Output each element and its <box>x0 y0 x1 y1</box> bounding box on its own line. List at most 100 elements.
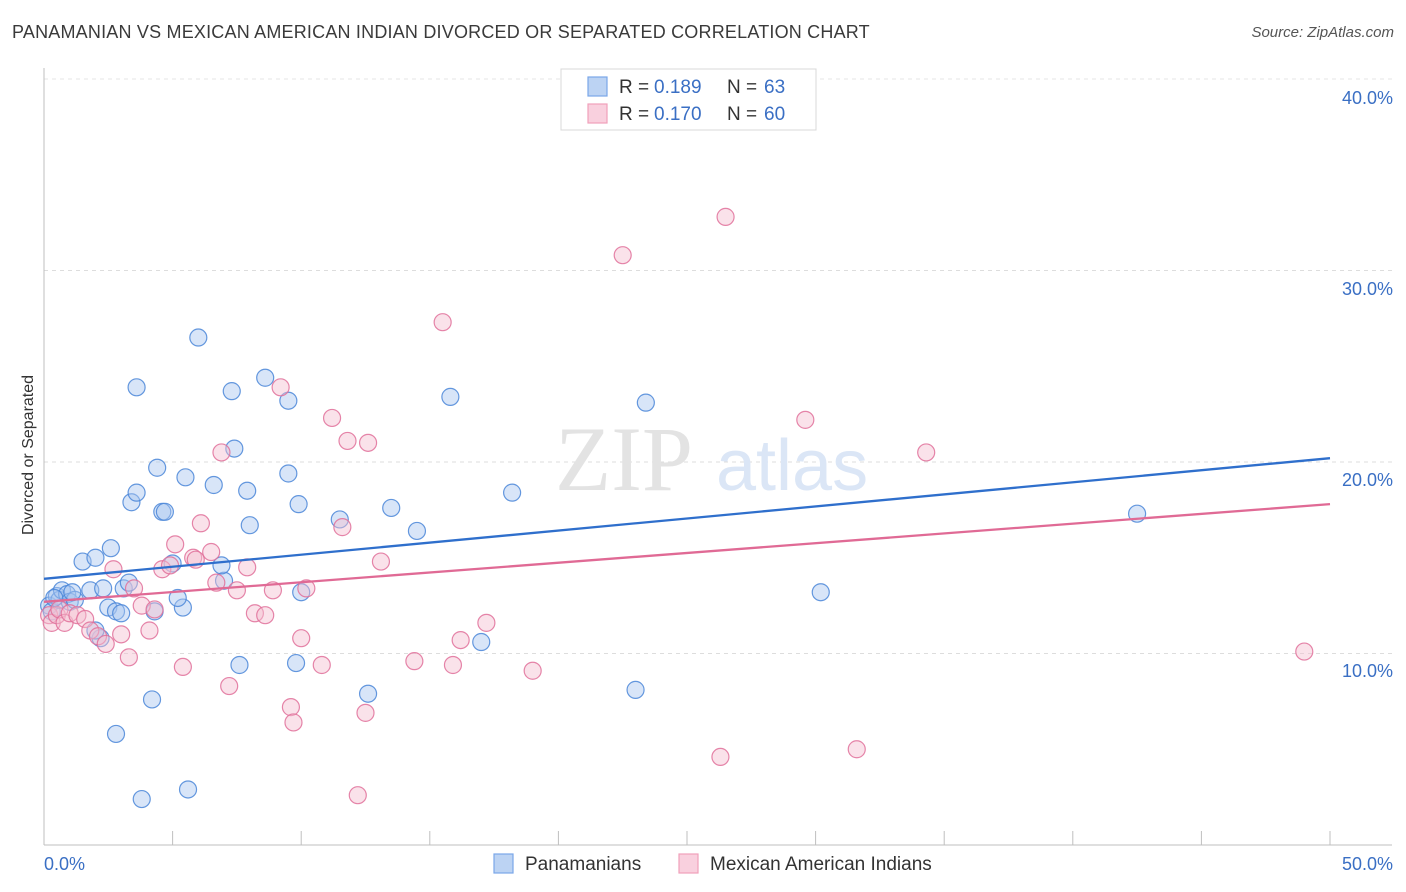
point-mexican-american-indians <box>281 698 301 717</box>
point-mexican-american-indians <box>433 313 452 332</box>
point-mexican-american-indians <box>477 613 496 632</box>
point-panamanians <box>119 573 138 592</box>
bottom-legend-label-mexican-american-indians: Mexican American Indians <box>710 854 932 875</box>
point-panamanians <box>503 483 522 502</box>
point-panamanians <box>127 378 146 397</box>
point-panamanians <box>256 368 275 387</box>
point-mexican-american-indians <box>333 518 352 537</box>
point-mexican-american-indians <box>356 703 375 722</box>
legend-n-label-1: N = <box>727 77 757 98</box>
series-legend: Panamanians Mexican American Indians <box>493 853 932 875</box>
point-mexican-american-indians <box>76 609 95 629</box>
axes <box>43 68 1392 846</box>
point-panamanians <box>472 632 491 652</box>
point-panamanians <box>279 391 298 410</box>
point-mexican-american-indians <box>312 655 331 675</box>
point-mexican-american-indians <box>88 627 108 646</box>
point-panamanians <box>94 579 113 598</box>
point-panamanians <box>289 495 308 514</box>
point-mexican-american-indians <box>124 579 144 598</box>
point-mexican-american-indians <box>451 630 470 650</box>
point-mexican-american-indians <box>847 740 866 759</box>
point-panamanians <box>178 780 198 799</box>
point-mexican-american-indians <box>348 786 367 805</box>
legend-n-label-2: N = <box>727 104 757 125</box>
watermark-atlas: atlas <box>716 426 868 506</box>
point-mexican-american-indians <box>227 581 246 600</box>
point-panamanians <box>279 464 298 483</box>
point-panamanians <box>86 548 105 567</box>
point-mexican-american-indians <box>184 548 203 567</box>
point-mexican-american-indians <box>119 648 138 667</box>
point-panamanians <box>127 483 146 502</box>
legend-r-label-1: R = <box>619 77 649 98</box>
stats-legend: R = 0.189 N = 63 R = 0.170 N = 60 <box>560 68 817 131</box>
point-mexican-american-indians <box>140 621 159 640</box>
point-mexican-american-indians <box>271 378 290 397</box>
point-panamanians <box>176 468 195 487</box>
y-tick-label-30: 30.0% <box>1342 279 1393 299</box>
y-tick-label-40: 40.0% <box>1342 88 1393 108</box>
point-mexican-american-indians <box>212 443 231 462</box>
point-mexican-american-indians <box>112 625 131 644</box>
bottom-legend-label-panamanians: Panamanians <box>525 854 641 875</box>
point-panamanians <box>106 724 126 744</box>
bottom-legend-swatch-mexican-american-indians <box>678 853 699 874</box>
point-mexican-american-indians <box>716 207 735 226</box>
point-mexican-american-indians <box>104 560 123 579</box>
legend-r-value-1: 0.189 <box>654 77 702 98</box>
point-mexican-american-indians <box>191 514 210 533</box>
point-mexican-american-indians <box>263 581 283 600</box>
point-panamanians <box>122 493 141 512</box>
point-panamanians <box>230 655 249 675</box>
point-mexican-american-indians <box>297 579 316 598</box>
point-mexican-american-indians <box>358 433 378 452</box>
x-tick-label-min: 0.0% <box>44 854 85 874</box>
legend-r-label-2: R = <box>619 104 649 125</box>
trend-line-mexican-american-indians <box>43 502 1331 603</box>
y-axis-title: Divorced or Separated <box>20 375 37 535</box>
trend-lines <box>43 457 1331 603</box>
watermark-zip: ZIP <box>555 408 693 510</box>
y-tick-label-20: 20.0% <box>1342 470 1393 490</box>
point-mexican-american-indians <box>256 606 275 625</box>
legend-swatch-panamanians <box>587 76 608 97</box>
point-mexican-american-indians <box>523 661 542 680</box>
point-mexican-american-indians <box>202 542 221 562</box>
point-mexican-american-indians <box>173 657 192 677</box>
point-panamanians <box>112 604 131 623</box>
point-panamanians <box>811 583 830 602</box>
point-mexican-american-indians <box>284 713 303 732</box>
point-panamanians <box>441 387 460 406</box>
point-panamanians <box>132 789 151 809</box>
point-mexican-american-indians <box>711 747 730 767</box>
chart-title: PANAMANIAN VS MEXICAN AMERICAN INDIAN DI… <box>12 22 870 42</box>
point-mexican-american-indians <box>292 629 311 648</box>
trend-line-panamanians <box>43 457 1331 580</box>
point-panamanians <box>407 521 427 541</box>
point-mexican-american-indians <box>613 246 632 265</box>
point-panamanians <box>148 458 167 477</box>
point-mexican-american-indians <box>145 600 164 619</box>
point-panamanians <box>189 328 208 347</box>
point-mexican-american-indians <box>166 535 185 554</box>
point-mexican-american-indians <box>1295 642 1314 661</box>
point-mexican-american-indians <box>917 443 936 462</box>
point-panamanians <box>222 382 241 401</box>
legend-n-value-2: 60 <box>764 104 785 125</box>
x-tick-label-max: 50.0% <box>1342 854 1393 874</box>
legend-n-value-1: 63 <box>764 77 785 98</box>
y-tick-label-10: 10.0% <box>1342 661 1393 681</box>
point-panamanians <box>636 393 655 412</box>
point-panamanians <box>238 481 257 500</box>
point-panamanians <box>240 516 259 535</box>
point-mexican-american-indians <box>322 408 342 428</box>
data-points <box>40 207 1314 809</box>
point-mexican-american-indians <box>371 552 391 571</box>
point-panamanians <box>358 684 378 703</box>
point-panamanians <box>626 680 645 699</box>
point-panamanians <box>204 475 223 495</box>
point-mexican-american-indians <box>405 652 424 671</box>
point-panamanians <box>101 539 120 558</box>
